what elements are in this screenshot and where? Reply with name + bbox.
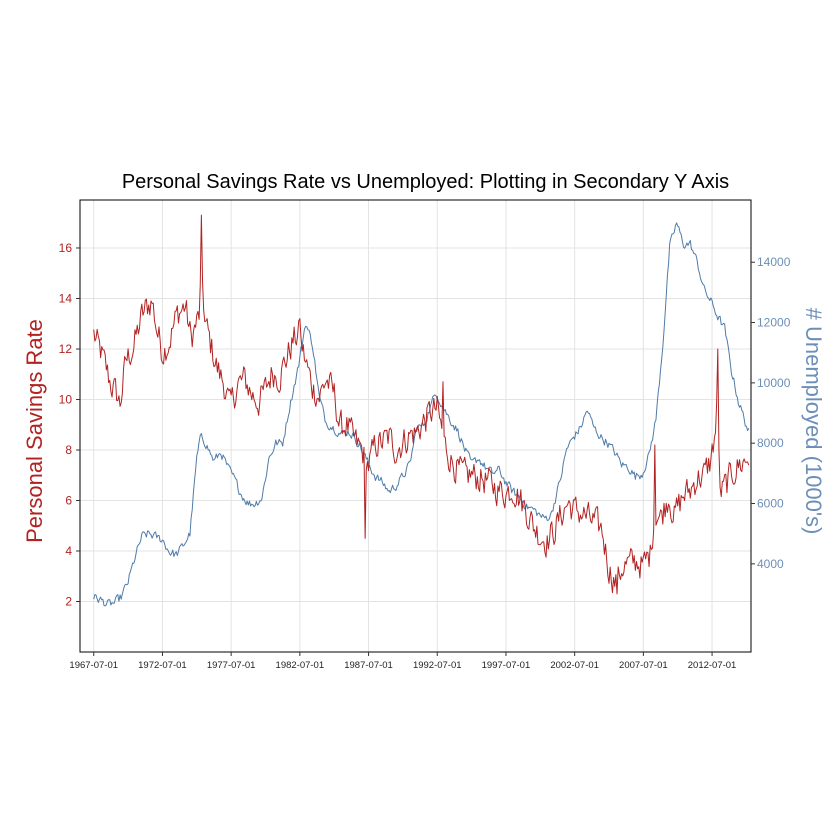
x-tick-label: 1997-07-01	[482, 660, 531, 671]
left-tick-label: 6	[65, 493, 72, 507]
left-tick-label: 8	[65, 443, 72, 457]
x-tick-label: 2002-07-01	[550, 660, 599, 671]
left-axis-title: Personal Savings Rate	[22, 319, 47, 543]
plot-frame	[79, 199, 752, 653]
series-lines	[93, 214, 750, 607]
left-tick-label: 14	[59, 291, 73, 305]
x-axis-ticks: 1967-07-01 1972-07-01 1977-07-01 1982-07-01…	[69, 652, 736, 671]
x-tick-label: 1987-07-01	[344, 660, 393, 671]
left-tick-label: 2	[65, 594, 72, 608]
x-tick-label: 2012-07-01	[688, 660, 737, 671]
right-tick-label: 10000	[757, 376, 791, 390]
x-tick-label: 1972-07-01	[138, 660, 187, 671]
right-axis-ticks: 4000 6000 8000 10000 12000 14000	[751, 255, 791, 571]
right-tick-label: 6000	[757, 497, 784, 511]
left-axis-ticks: 2 4 6 8 10 12 14 16	[59, 241, 80, 608]
right-tick-label: 14000	[757, 255, 791, 269]
left-tick-label: 12	[59, 342, 73, 356]
x-tick-label: 2007-07-01	[619, 660, 668, 671]
right-tick-label: 4000	[757, 557, 784, 571]
left-tick-label: 16	[59, 241, 73, 255]
x-tick-label: 1982-07-01	[276, 660, 325, 671]
chart-title: Personal Savings Rate vs Unemployed: Plo…	[122, 171, 729, 193]
x-tick-label: 1967-07-01	[69, 660, 118, 671]
savings-rate-line	[93, 214, 750, 595]
left-tick-label: 4	[65, 544, 72, 558]
x-tick-label: 1977-07-01	[207, 660, 256, 671]
right-tick-label: 12000	[757, 316, 791, 330]
right-axis-title: # Unemployed (1000's)	[801, 308, 826, 535]
right-tick-label: 8000	[757, 436, 784, 450]
x-tick-label: 1992-07-01	[413, 660, 462, 671]
grid-lines	[80, 200, 751, 652]
left-tick-label: 10	[59, 392, 73, 406]
